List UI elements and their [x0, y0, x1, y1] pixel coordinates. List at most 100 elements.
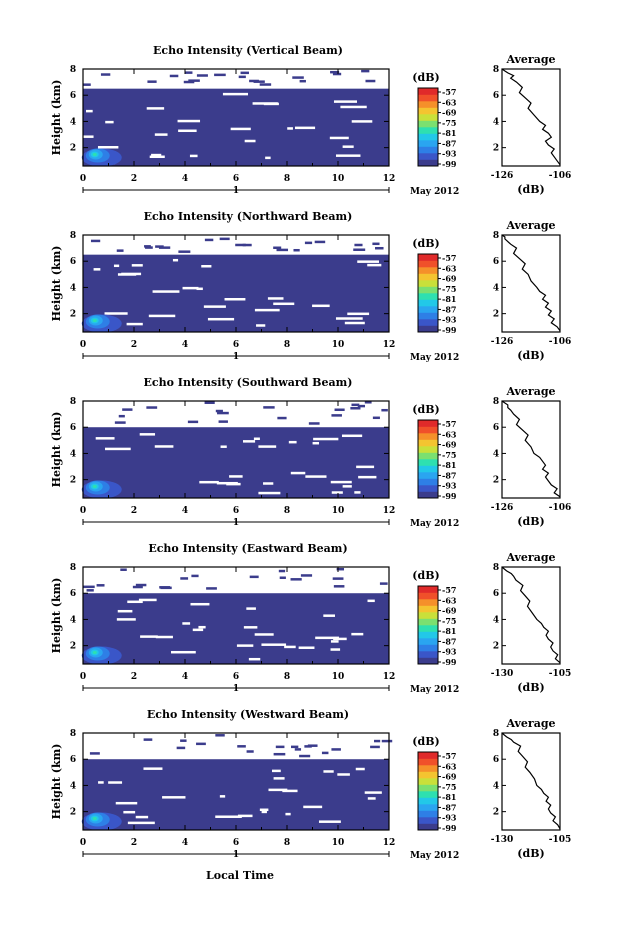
heatmap-cell — [215, 734, 225, 737]
x-tick-label: 12 — [383, 340, 396, 350]
colorbar-cell — [418, 159, 438, 167]
colorbar-label: -69 — [442, 606, 457, 616]
heatmap-gap — [177, 119, 201, 123]
panel-title: Echo Intensity (Northward Beam) — [144, 210, 353, 223]
heatmap-cell — [275, 745, 285, 749]
heatmap-cell — [293, 248, 300, 252]
colorbar-label: -81 — [442, 626, 456, 636]
profile-frame — [501, 400, 561, 499]
heatmap-gap — [347, 312, 370, 316]
heatmap-gap — [344, 321, 365, 325]
heatmap-cell — [381, 739, 393, 743]
heatmap-cell — [178, 250, 191, 253]
colorbar-cell — [418, 765, 438, 772]
heatmap-gap — [340, 105, 367, 109]
x-tick-label: 6 — [233, 672, 239, 682]
profile-y-tick-label: 8 — [493, 729, 499, 739]
heatmap-gap — [224, 298, 246, 301]
colorbar-cell — [418, 439, 438, 447]
x-tick-label: 8 — [284, 174, 290, 184]
colorbar-label: -69 — [442, 772, 457, 782]
heatmap-cell — [90, 239, 101, 243]
y-axis-label: Height (km) — [50, 578, 63, 654]
heatmap-gap — [162, 796, 186, 799]
heatmap-gap — [256, 324, 266, 327]
heatmap-gap — [312, 441, 320, 445]
x-tick-label: 2 — [131, 506, 137, 516]
heatmap-gap — [151, 153, 162, 157]
heatmap-gap — [148, 314, 176, 318]
heatmap-gap — [199, 480, 219, 484]
colorbar-cell — [418, 312, 438, 320]
heatmap-gap — [271, 769, 281, 773]
y-tick-label: 6 — [70, 589, 76, 599]
heatmap-gap — [342, 145, 354, 148]
colorbar-label: -75 — [442, 118, 456, 128]
colorbar-cell — [418, 299, 438, 307]
y-tick-label: 8 — [70, 65, 76, 75]
heatmap-gap — [201, 264, 212, 268]
x-tick-label: 0 — [80, 506, 86, 516]
colorbar-cell — [418, 267, 438, 274]
heatmap-gap — [182, 622, 191, 625]
colorbar-label: -57 — [442, 419, 456, 429]
heatmap-cell — [155, 245, 164, 248]
profile-x-tick-label: -106 — [549, 171, 572, 181]
x-tick-label: 10 — [332, 174, 345, 184]
heatmap-cell — [143, 738, 153, 741]
colorbar-label: -69 — [442, 440, 457, 450]
profile-x-tick-label: -105 — [549, 835, 572, 845]
x-tick-label: 0 — [80, 340, 86, 350]
colorbar-label: -93 — [442, 315, 457, 325]
heatmap-gap — [222, 92, 249, 96]
colorbar-cell — [418, 94, 438, 102]
profile-line — [501, 566, 561, 664]
profile-x-tick-label: -130 — [491, 669, 514, 679]
heatmap-cell — [357, 404, 366, 408]
profile-x-label: (dB) — [517, 847, 544, 860]
profile-x-tick-label: -106 — [549, 337, 572, 347]
y-tick-label: 6 — [70, 423, 76, 433]
profile-line — [501, 400, 561, 498]
y-tick-label: 2 — [70, 476, 76, 486]
heatmap-gap — [265, 156, 271, 160]
x-tick-label: 12 — [383, 174, 396, 184]
colorbar-unit: (dB) — [412, 403, 439, 416]
heatmap-cell — [246, 750, 254, 753]
colorbar-label: -81 — [442, 294, 456, 304]
colorbar-cell — [418, 797, 438, 805]
heatmap-cell — [279, 576, 286, 579]
heatmap-gap — [149, 155, 165, 159]
heatmap-cell — [145, 246, 153, 249]
heatmap-gap — [357, 260, 380, 263]
heatmap-gap — [104, 312, 128, 315]
profile-x-tick-label: -126 — [491, 337, 514, 347]
heatmap-cell — [372, 242, 380, 246]
heatmap-gap — [243, 626, 258, 629]
colorbar-unit: (dB) — [412, 237, 439, 250]
heatmap-cell — [206, 587, 217, 590]
heatmap-cell — [308, 422, 320, 425]
y-tick-label: 2 — [70, 310, 76, 320]
heatmap-cell — [238, 75, 246, 79]
profile-y-tick-label: 4 — [493, 283, 499, 293]
colorbar-cell — [418, 286, 438, 294]
heatmap-cell — [331, 748, 341, 751]
colorbar-label: -99 — [442, 159, 457, 169]
y-tick-label: 8 — [70, 729, 76, 739]
colorbar-unit: (dB) — [412, 71, 439, 84]
colorbar-label: -93 — [442, 813, 457, 823]
colorbar-cell — [418, 260, 438, 268]
heatmap-gap — [351, 120, 373, 123]
heatmap-cell — [364, 401, 372, 404]
heatmap-gap — [312, 304, 330, 308]
colorbar-cell — [418, 101, 438, 108]
heatmap-cell — [350, 407, 361, 410]
colorbar-cell — [418, 420, 438, 427]
x-tick-label: 0 — [80, 838, 86, 848]
colorbar-cell — [418, 319, 438, 326]
heatmap-cell — [381, 408, 388, 412]
colorbar-label: -81 — [442, 128, 456, 138]
date-tick-label: 1 — [233, 352, 239, 362]
heatmap-gap — [140, 635, 158, 638]
